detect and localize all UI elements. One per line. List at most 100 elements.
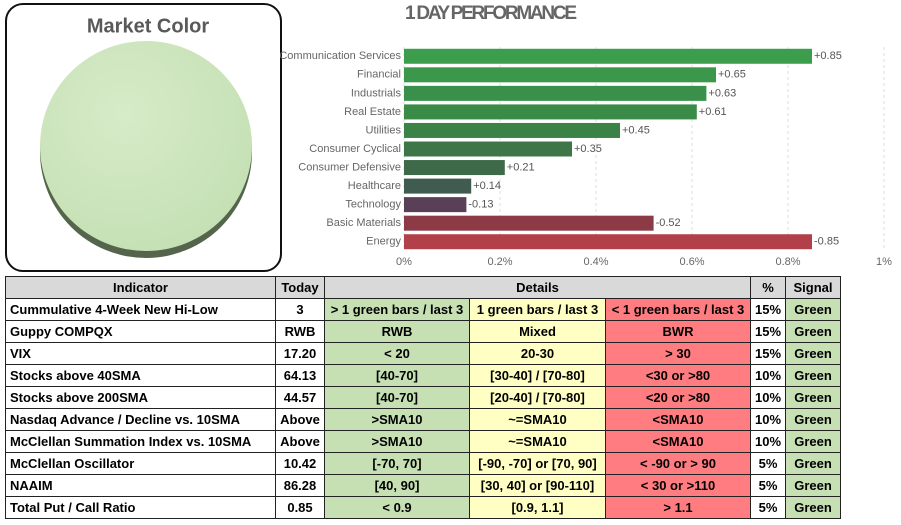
table-cell: Green <box>785 342 842 365</box>
x-tick-label: 0.2% <box>487 256 512 268</box>
table-cell: Green <box>785 408 842 431</box>
table-cell: VIX <box>5 342 276 365</box>
bar <box>404 122 620 138</box>
x-tick-label: 0.4% <box>583 256 608 268</box>
table-cell: > 30 <box>605 342 751 365</box>
value-label: +0.14 <box>473 180 501 192</box>
table-cell: 0.85 <box>275 496 325 519</box>
bar <box>404 67 716 83</box>
category-label: Industrials <box>351 87 402 99</box>
table-cell: <30 or >80 <box>605 364 751 387</box>
table-cell: Guppy COMPQX <box>5 320 276 343</box>
table-cell: > 1 green bars / last 3 <box>324 298 470 321</box>
table-cell: Green <box>785 364 842 387</box>
table-cell: [0.9, 1.1] <box>469 496 606 519</box>
bar <box>404 178 472 194</box>
x-tick-label: 0.8% <box>775 256 800 268</box>
chart-title: 1 DAY PERFORMANCE <box>405 3 577 24</box>
category-label: Basic Materials <box>326 217 401 229</box>
table-cell: 5% <box>749 452 787 475</box>
bar <box>404 215 654 231</box>
table-cell: 5% <box>749 474 787 497</box>
table-cell: < 30 or >110 <box>605 474 751 497</box>
table-cell: RWB <box>275 320 325 343</box>
table-row: Total Put / Call Ratio 0.85 < 0.9 [0.9, 1.1… <box>5 496 842 519</box>
value-label: +0.61 <box>699 106 727 118</box>
value-label: +0.85 <box>814 50 842 62</box>
category-label: Technology <box>345 199 401 211</box>
bar <box>404 141 572 157</box>
header-cell: % <box>749 276 787 299</box>
header-cell: Indicator <box>5 276 276 299</box>
bar <box>404 104 697 120</box>
table-cell: 1 green bars / last 3 <box>469 298 606 321</box>
category-label: Consumer Cyclical <box>309 143 401 155</box>
category-label: Energy <box>366 236 401 248</box>
x-tick-label: 0% <box>396 256 412 268</box>
table-cell: 20-30 <box>469 342 606 365</box>
value-label: +0.21 <box>507 161 535 173</box>
bar <box>404 160 505 176</box>
table-cell: 64.13 <box>275 364 325 387</box>
table-cell: Green <box>785 430 842 453</box>
table-cell: Stocks above 200SMA <box>5 386 276 409</box>
table-row: McClellan Summation Index vs. 10SMA Above… <box>5 430 842 453</box>
table-cell: 10% <box>749 364 787 387</box>
market-color-panel <box>5 3 282 272</box>
category-label: Utilities <box>366 124 402 136</box>
table-cell: Mixed <box>469 320 606 343</box>
table-cell: BWR <box>605 320 751 343</box>
table-cell: 15% <box>749 298 787 321</box>
table-cell: Stocks above 40SMA <box>5 364 276 387</box>
table-cell: Green <box>785 386 842 409</box>
table-cell: Above <box>275 430 325 453</box>
panel-title: Market Color <box>87 15 209 37</box>
table-row: VIX 17.20 < 20 20-30 > 30 15% Green <box>5 342 842 365</box>
x-tick-label: 0.6% <box>679 256 704 268</box>
table-cell: > 1.1 <box>605 496 751 519</box>
table-cell: >SMA10 <box>324 408 470 431</box>
table-cell: 10% <box>749 408 787 431</box>
table-cell: [-90, -70] or [70, 90] <box>469 452 606 475</box>
value-label: +0.35 <box>574 143 602 155</box>
table-cell: < 1 green bars / last 3 <box>605 298 751 321</box>
table-cell: 3 <box>275 298 325 321</box>
table-cell: [30-40] / [70-80] <box>469 364 606 387</box>
table-row: Nasdaq Advance / Decline vs. 10SMA Above >… <box>5 408 842 431</box>
category-label: Healthcare <box>348 180 401 192</box>
value-label: +0.63 <box>708 87 736 99</box>
table-cell: 10% <box>749 430 787 453</box>
table-cell: < 20 <box>324 342 470 365</box>
table-cell: Green <box>785 474 842 497</box>
indicator-table: Indicator Today Details% Signal Cummulative… <box>5 276 842 519</box>
table-cell: [-70, 70] <box>324 452 470 475</box>
value-label: -0.13 <box>468 199 493 211</box>
value-label: +0.45 <box>622 124 650 136</box>
table-cell: [40-70] <box>324 386 470 409</box>
table-cell: 44.57 <box>275 386 325 409</box>
table-cell: [30, 40] or [90-110] <box>469 474 606 497</box>
table-cell: RWB <box>324 320 470 343</box>
header-cell: Details <box>324 276 751 299</box>
table-cell: 86.28 <box>275 474 325 497</box>
table-row: McClellan Oscillator 10.42 [-70, 70] [-90, … <box>5 452 842 475</box>
table-cell: 10.42 <box>275 452 325 475</box>
header-cell: Today <box>275 276 325 299</box>
table-row: Stocks above 200SMA 44.57 [40-70] [20-40] /… <box>5 386 842 409</box>
market-color-circle <box>40 41 252 251</box>
table-cell: 10% <box>749 386 787 409</box>
table-cell: ~=SMA10 <box>469 430 606 453</box>
table-cell: McClellan Summation Index vs. 10SMA <box>5 430 276 453</box>
value-label: -0.52 <box>656 217 681 229</box>
value-label: +0.65 <box>718 69 746 81</box>
table-cell: Green <box>785 320 842 343</box>
table-cell: 5% <box>749 496 787 519</box>
category-label: Real Estate <box>344 106 401 118</box>
chart: Market Color 1 DAY PERFORMANCE 0% 0.2% 0.4… <box>40 3 892 268</box>
category-label: Consumer Defensive <box>298 161 401 173</box>
table-row: Cummulative 4-Week New Hi-Low 3 > 1 green … <box>5 298 842 321</box>
header-cell: Signal <box>785 276 842 299</box>
table-cell: Green <box>785 496 842 519</box>
table-cell: ~=SMA10 <box>469 408 606 431</box>
